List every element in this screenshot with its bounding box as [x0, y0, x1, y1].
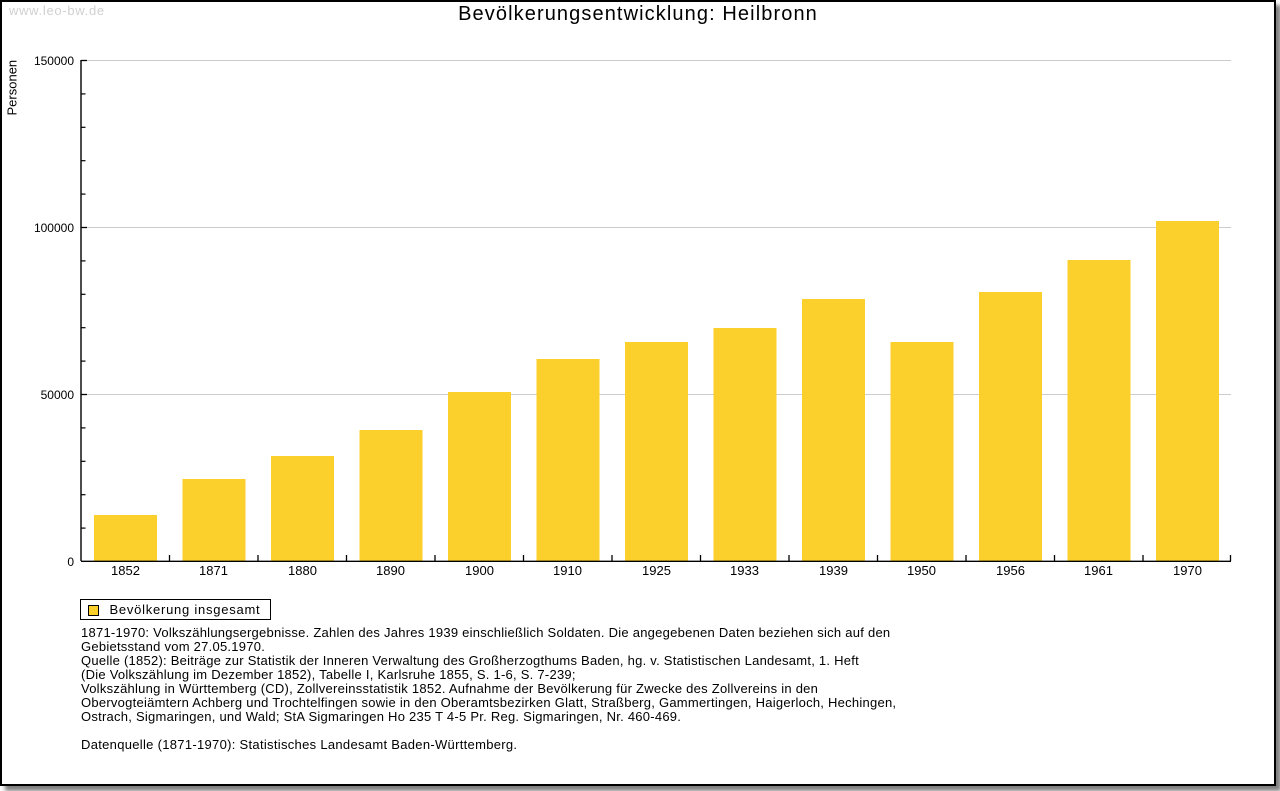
svg-text:Personen: Personen	[5, 60, 20, 116]
